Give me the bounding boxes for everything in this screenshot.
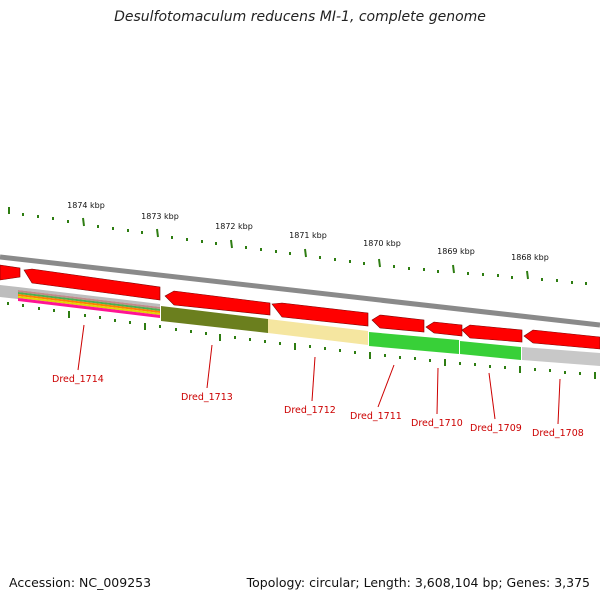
gene-label-dred-1714: Dred_1714 — [52, 374, 104, 385]
major-tick — [82, 217, 85, 227]
forward-gene-arrow — [23, 268, 161, 301]
major-tick — [304, 248, 307, 258]
forward-gene-arrow — [164, 290, 271, 316]
gene-label-dred-1710: Dred_1710 — [411, 418, 463, 429]
cog-segment-dred-1713 — [161, 306, 268, 333]
cog-band — [0, 285, 600, 366]
cog-segment-dred-1714 — [18, 292, 160, 311]
cog-segment-dred-1714 — [18, 287, 160, 307]
kbp-label: 1874 kbp — [67, 201, 105, 210]
kbp-label: 1868 kbp — [511, 253, 549, 262]
forward-gene-arrow — [271, 302, 369, 327]
cog-segment-dred-1714 — [18, 294, 160, 313]
major-tick — [156, 228, 159, 238]
kbp-tick-1870: 1870 kbp — [363, 239, 401, 268]
kbp-tick-1874: 1874 kbp — [67, 201, 105, 227]
gene-label-dred-1709: Dred_1709 — [470, 423, 522, 434]
gene-label-dred-1712: Dred_1712 — [284, 405, 336, 416]
kbp-tick-1872: 1872 kbp — [215, 222, 253, 249]
kbp-label: 1871 kbp — [289, 231, 327, 240]
minor-ticks-upper — [8, 207, 587, 285]
forward-gene-arrow — [461, 324, 523, 343]
kbp-tick-1871: 1871 kbp — [289, 231, 327, 258]
cog-segment-dred-1711 — [369, 332, 459, 354]
cog-segment-dred-1712 — [268, 319, 368, 345]
gene-pointers — [77, 324, 561, 425]
kbp-label: 1872 kbp — [215, 222, 253, 231]
gene-label-dred-1713: Dred_1713 — [181, 392, 233, 403]
forward-gene-arrow — [371, 314, 425, 333]
kbp-label: 1873 kbp — [141, 212, 179, 221]
gene-label-dred-1708: Dred_1708 — [532, 428, 584, 439]
genome-summary: Topology: circular; Length: 3,608,104 bp… — [246, 575, 590, 590]
cog-segment-dred-1714 — [18, 290, 160, 309]
forward-gene-arrow — [425, 321, 463, 337]
kbp-tick-1873: 1873 kbp — [141, 212, 179, 238]
cog-segment-dred-1709 — [460, 341, 521, 360]
kbp-scale: 1874 kbp 1873 kbp 1872 kbp 1871 kbp 1870… — [7, 201, 596, 379]
kbp-tick-1869: 1869 kbp — [437, 247, 475, 274]
gene-labels: Dred_1714 Dred_1713 Dred_1712 Dred_1711 … — [52, 374, 584, 439]
cog-segment — [0, 285, 18, 299]
forward-gene-arrow — [0, 264, 21, 281]
kbp-label: 1870 kbp — [363, 239, 401, 248]
major-tick — [452, 264, 455, 274]
major-tick — [526, 270, 529, 280]
minor-ticks-lower — [7, 302, 596, 379]
forward-strand — [0, 264, 600, 350]
forward-gene-arrow — [523, 329, 600, 350]
kbp-label: 1869 kbp — [437, 247, 475, 256]
major-tick — [378, 258, 381, 268]
cog-segment-dred-1714 — [18, 296, 160, 315]
cog-segment-dred-1708 — [522, 347, 600, 366]
major-tick — [230, 239, 233, 249]
accession-label: Accession: NC_009253 — [9, 575, 152, 590]
kbp-tick-1868: 1868 kbp — [511, 253, 549, 280]
genome-title: Desulfotomaculum reducens MI-1, complete… — [114, 9, 486, 25]
backbone-line — [0, 254, 600, 328]
gene-label-dred-1711: Dred_1711 — [350, 411, 402, 422]
cog-segment-dred-1714 — [18, 298, 160, 318]
